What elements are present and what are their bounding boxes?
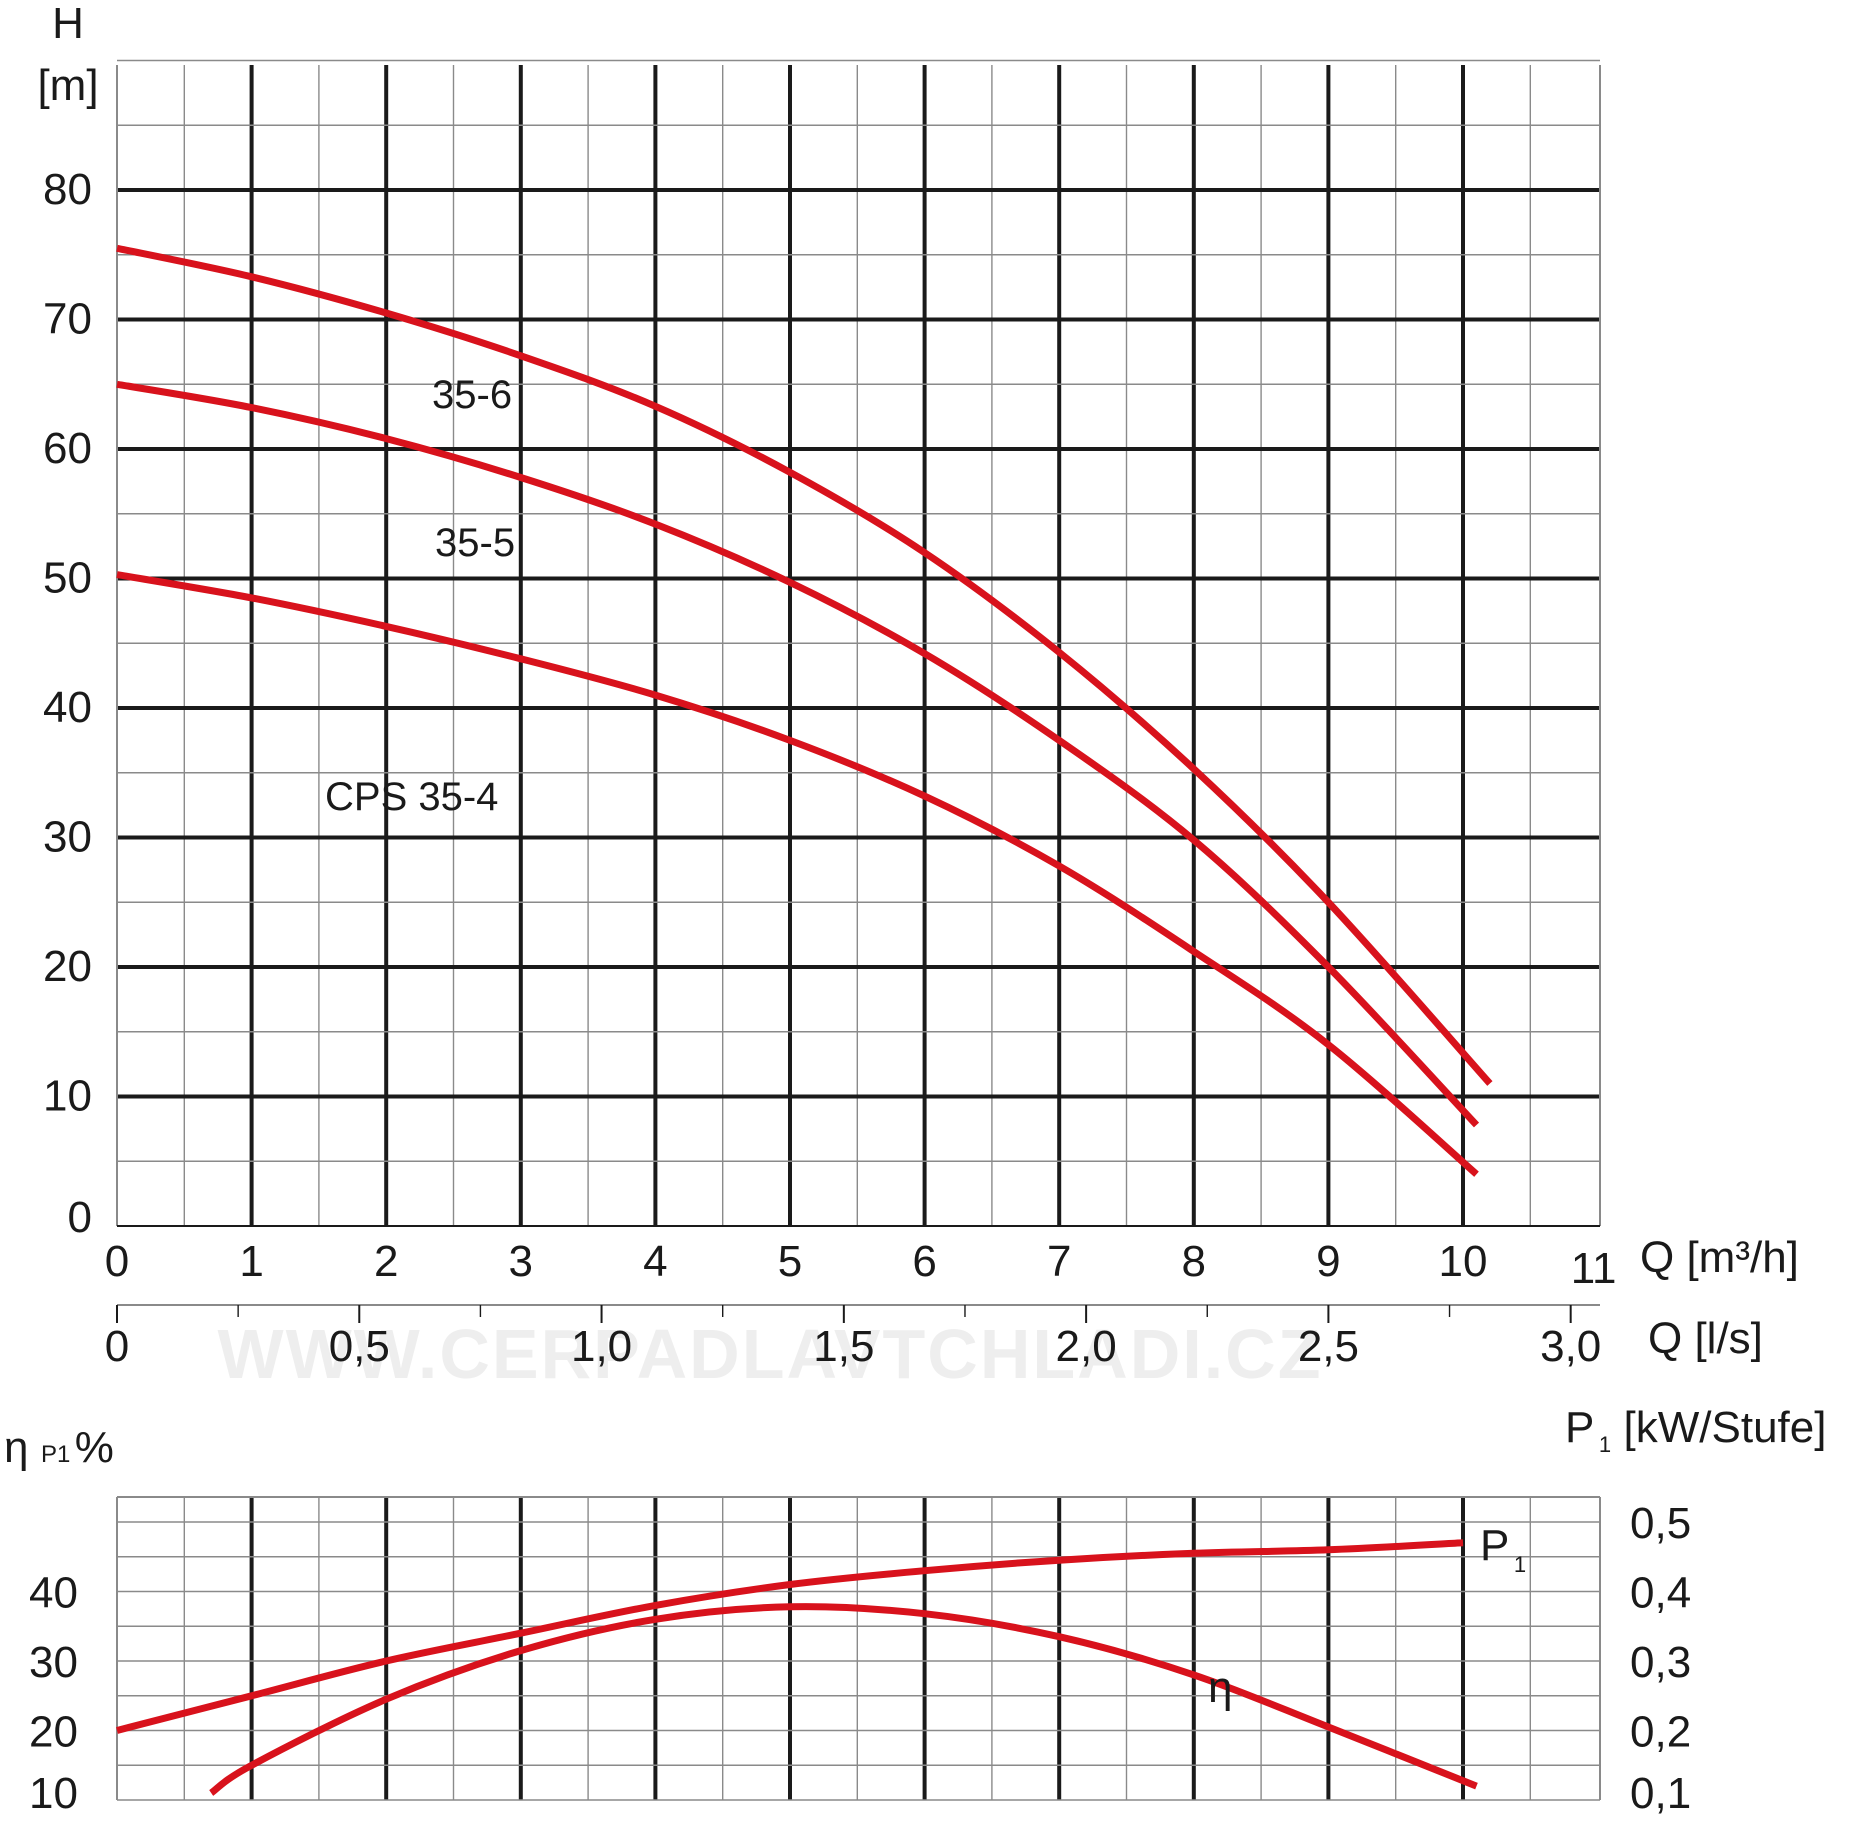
x-tick-label: 0 bbox=[105, 1237, 129, 1286]
x-axis-label-ls: Q [l/s] bbox=[1648, 1314, 1763, 1363]
right-y-tick-label: 0,3 bbox=[1630, 1638, 1691, 1687]
curve-label-35-6: 35-6 bbox=[432, 373, 512, 417]
x-tick-label: 2 bbox=[374, 1237, 398, 1286]
percent-unit: % bbox=[75, 1423, 114, 1472]
curves bbox=[116, 244, 1493, 1796]
axes bbox=[116, 1304, 1600, 1323]
y-tick-label: 50 bbox=[43, 554, 92, 603]
curve-label-cps-35-4: CPS 35-4 bbox=[325, 775, 498, 819]
secondary-x-tick-label: 1,0 bbox=[571, 1322, 632, 1371]
curve-cps-35-4 bbox=[116, 571, 1479, 1177]
x-tick-label: 5 bbox=[778, 1237, 802, 1286]
y-tick-label: 70 bbox=[43, 295, 92, 344]
y-axis-label-h: H bbox=[52, 0, 84, 48]
right-y-tick-label: 0,2 bbox=[1630, 1708, 1691, 1757]
secondary-x-tick-label: 0 bbox=[105, 1322, 129, 1371]
kw-stufe-unit: [kW/Stufe] bbox=[1624, 1403, 1827, 1452]
y-tick-label: 30 bbox=[43, 813, 92, 862]
curve-35-5 bbox=[116, 380, 1480, 1128]
curve-power-p1 bbox=[116, 1539, 1464, 1734]
curve-label-p: P bbox=[1480, 1521, 1509, 1570]
y-tick-label: 40 bbox=[43, 683, 92, 732]
secondary-x-tick-label: 0,5 bbox=[329, 1322, 390, 1371]
y-tick-label: 0 bbox=[68, 1193, 92, 1242]
right-y-tick-label: 0,5 bbox=[1630, 1499, 1691, 1548]
x-tick-label: 8 bbox=[1182, 1237, 1206, 1286]
lower-right-axis-label: P 1 [kW/Stufe] bbox=[1565, 1403, 1826, 1457]
x-tick-label: 7 bbox=[1047, 1237, 1071, 1286]
curve-35-6 bbox=[116, 244, 1493, 1086]
curve-label-p1: P 1 bbox=[1480, 1521, 1526, 1577]
secondary-x-tick-label: 2,5 bbox=[1298, 1322, 1359, 1371]
y-tick-label: 20 bbox=[43, 942, 92, 991]
x-tick-label: 3 bbox=[509, 1237, 533, 1286]
left-y-tick-label: 30 bbox=[29, 1638, 78, 1687]
left-y-tick-label: 20 bbox=[29, 1708, 78, 1757]
x-axis-label-m3h: Q [m³/h] bbox=[1640, 1233, 1799, 1282]
x-tick-label: 10 bbox=[1439, 1237, 1488, 1286]
secondary-x-tick-label: 1,5 bbox=[813, 1322, 874, 1371]
power-chart-grid bbox=[116, 1496, 1601, 1801]
curve-label-eta: η bbox=[1208, 1663, 1232, 1712]
x-tick-label: 6 bbox=[912, 1237, 936, 1286]
x-tick-label: 11 bbox=[1571, 1244, 1617, 1293]
left-y-tick-label: 40 bbox=[29, 1569, 78, 1618]
secondary-x-tick-label: 3,0 bbox=[1540, 1322, 1601, 1371]
secondary-x-tick-label: 2,0 bbox=[1056, 1322, 1117, 1371]
left-y-tick-label: 10 bbox=[29, 1769, 78, 1817]
x-tick-label: 4 bbox=[643, 1237, 667, 1286]
p-symbol: P bbox=[1565, 1403, 1594, 1452]
head-chart-grid bbox=[116, 59, 1601, 1227]
right-subscript-1: 1 bbox=[1599, 1432, 1611, 1457]
x-tick-label: 1 bbox=[239, 1237, 263, 1286]
eta-symbol: η bbox=[4, 1423, 28, 1472]
y-tick-label: 10 bbox=[43, 1072, 92, 1121]
right-y-tick-label: 0,4 bbox=[1630, 1569, 1691, 1618]
x-tick-label: 9 bbox=[1316, 1237, 1340, 1286]
curve-label-35-5: 35-5 bbox=[435, 521, 515, 565]
right-y-tick-label: 0,1 bbox=[1630, 1769, 1691, 1817]
p1-subscript: P1 bbox=[41, 1441, 70, 1468]
curve-label-p-sub: 1 bbox=[1514, 1552, 1526, 1577]
curve-efficiency-eta bbox=[209, 1603, 1478, 1796]
y-axis-label-unit: [m] bbox=[37, 61, 98, 110]
watermark: WWW.CERPADLAVTCHLADI.CZ bbox=[218, 1315, 1323, 1393]
y-tick-label: 60 bbox=[43, 424, 92, 473]
lower-left-axis-label: η P1 % bbox=[4, 1423, 114, 1472]
y-tick-label: 80 bbox=[43, 165, 92, 214]
